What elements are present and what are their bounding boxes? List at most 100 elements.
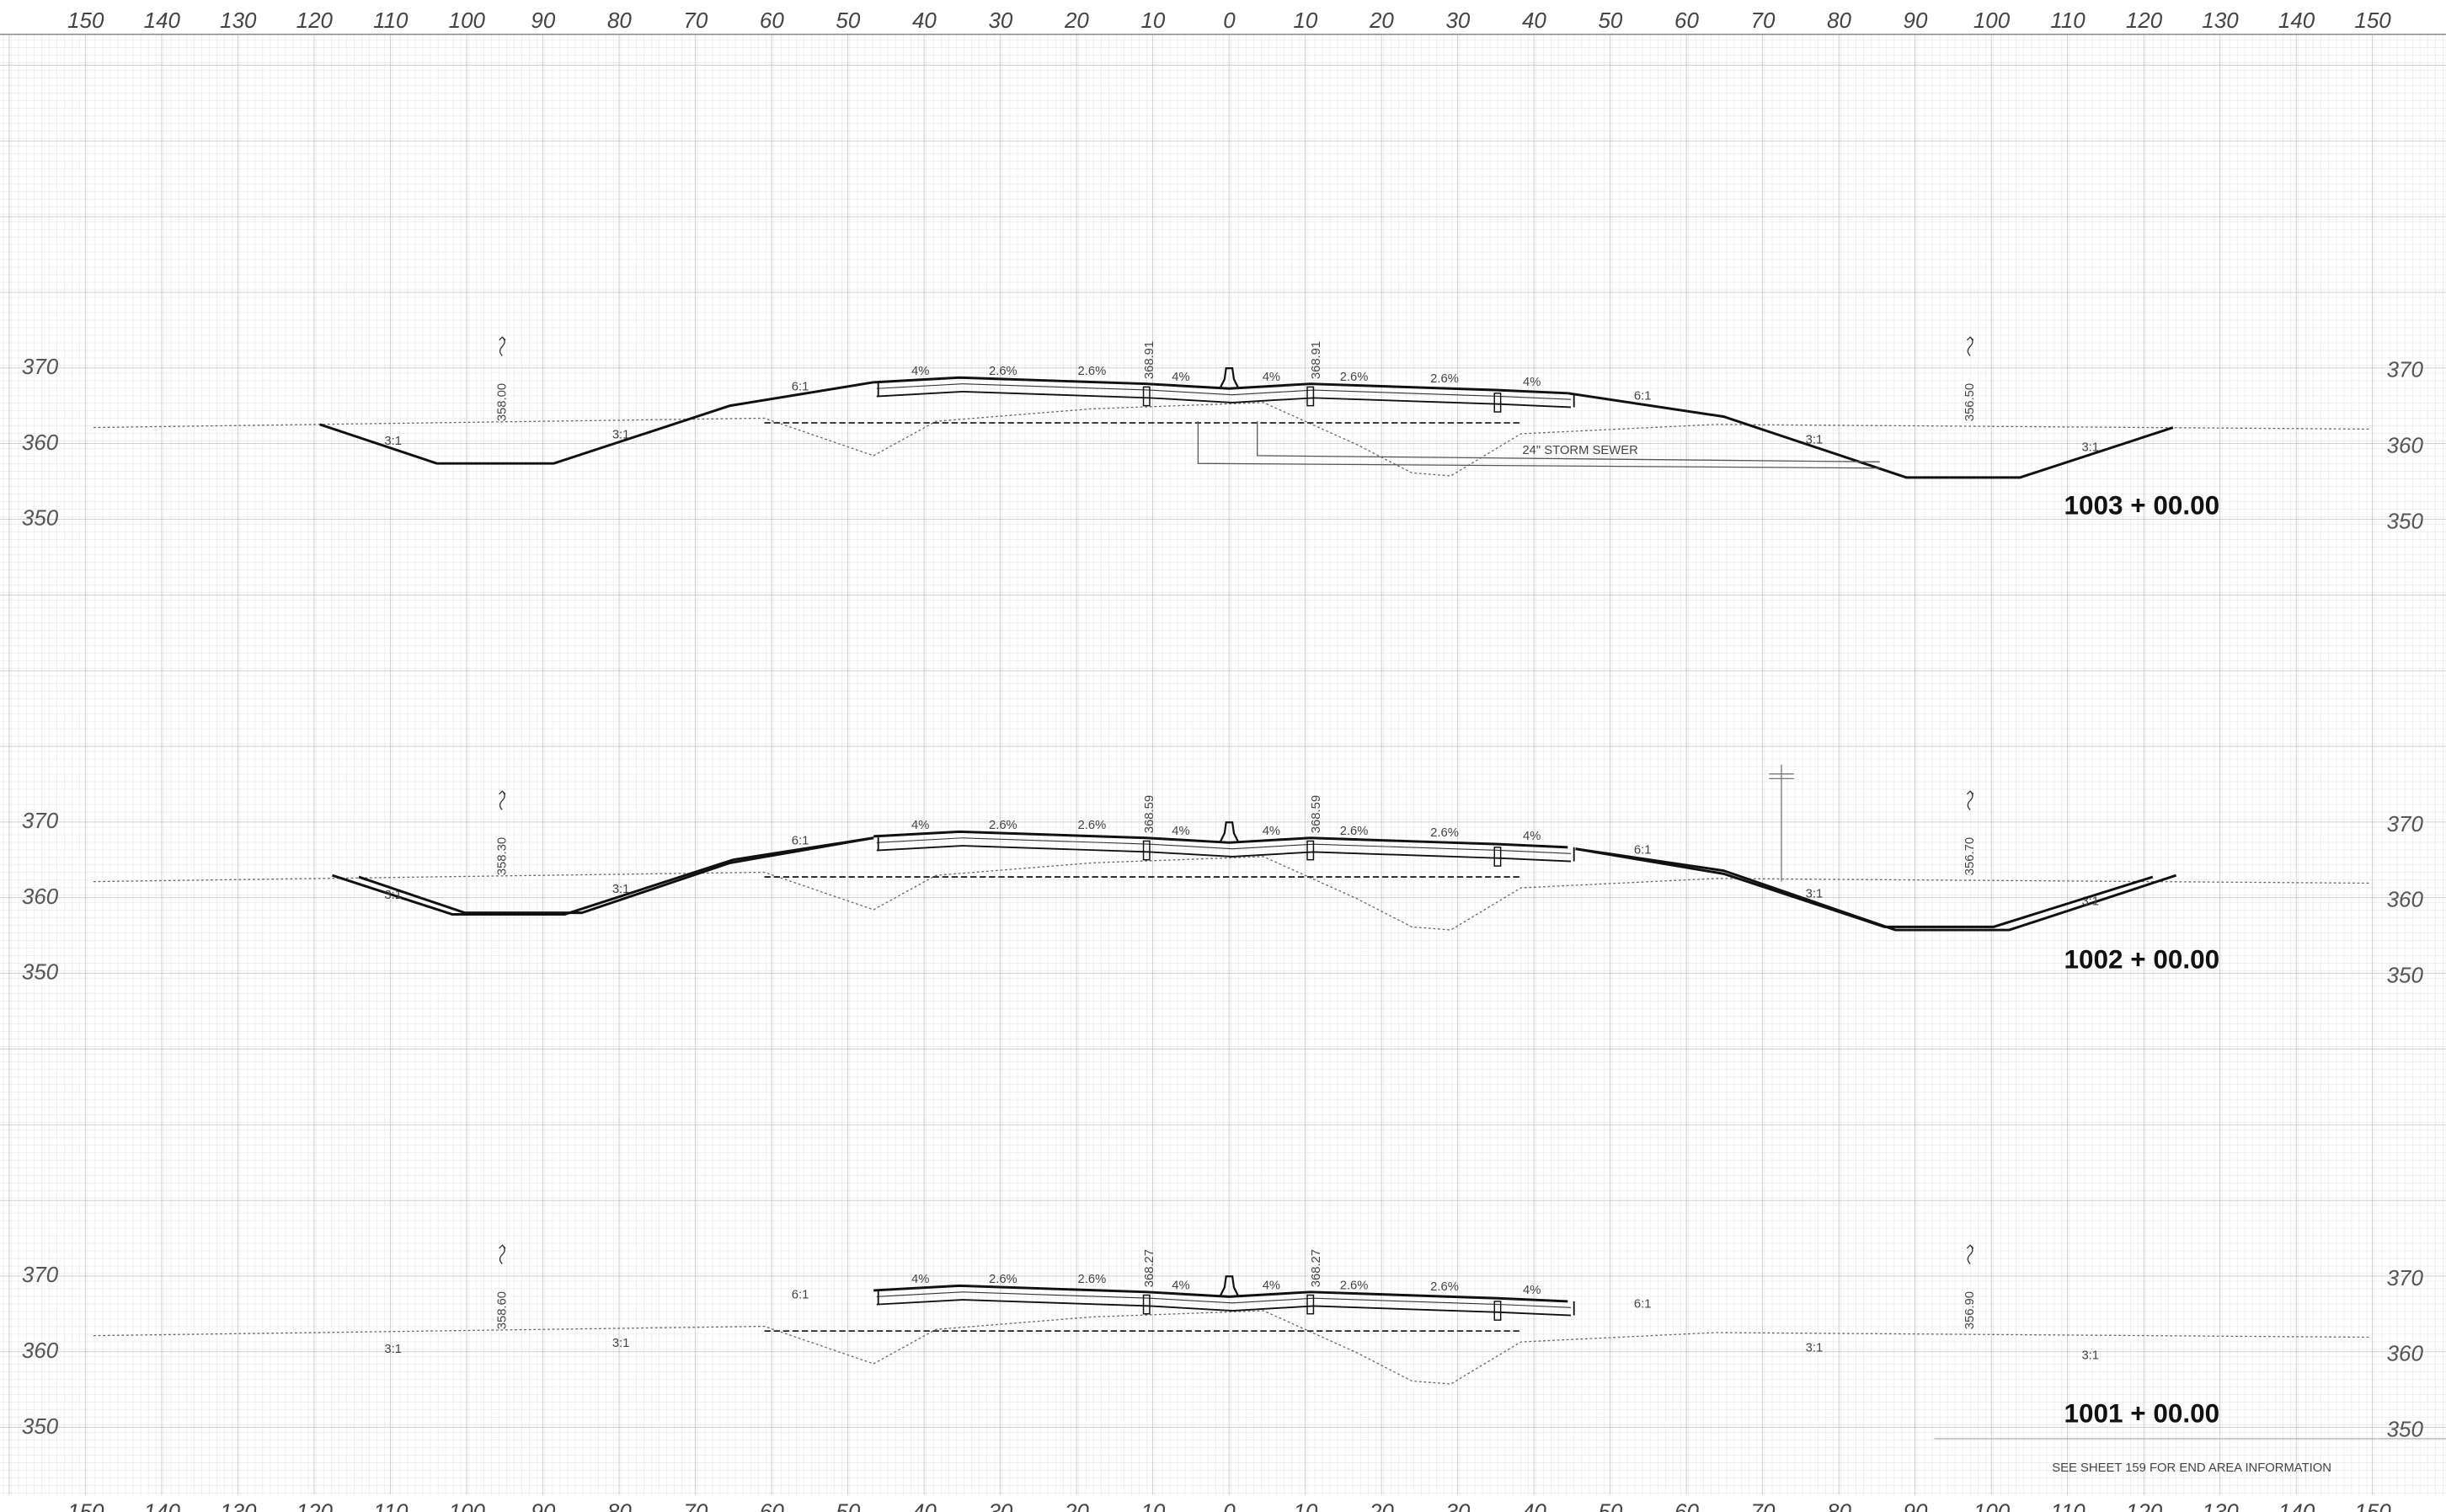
scale-label: 10 [1293,9,1317,33]
elevation-arrow [499,1244,506,1264]
slope-label: 6:1 [792,1288,809,1301]
joint [1306,386,1315,407]
pavement-top [873,376,1568,395]
storm-sewer-label: 24" STORM SEWER [1522,444,1637,457]
scale-label: 120 [296,9,334,33]
elevation-label: 360 [22,1339,59,1363]
scale-label: 100 [449,1501,486,1512]
ditch-elevation: 358.30 [495,837,509,875]
elevation-label: 350 [2387,510,2424,533]
scale-label: 50 [1599,9,1623,33]
scale-label: 70 [1751,1501,1776,1512]
slope-label: 3:1 [1806,1341,1824,1354]
slope-label: 3:1 [384,435,402,448]
slope-label: 2.6% [1340,1279,1369,1292]
slope-label: 3:1 [1806,887,1824,900]
slope-label: 4% [1263,1279,1280,1292]
slope-label: 3:1 [2081,1349,2099,1363]
slope-label: 2.6% [1430,826,1459,840]
joint [1493,847,1502,867]
scale-label: 140 [144,1501,181,1512]
scale-label: 60 [760,1501,784,1512]
median-barrier [1219,367,1240,389]
slope-label: 3:1 [612,883,630,896]
slope-label: 4% [1263,371,1280,384]
scale-label: 150 [2354,9,2391,33]
slope-label: 4% [1263,825,1280,838]
scale-label: 60 [760,9,784,33]
elevation-label: 350 [22,961,59,985]
scale-label: 130 [2202,1501,2239,1512]
scale-label: 120 [296,1501,334,1512]
scale-label: 50 [1599,1501,1623,1512]
scale-label: 0 [1223,1501,1236,1512]
scale-label: 90 [531,1501,555,1512]
centerline-elevation: 368.59 [1143,795,1156,833]
ditch-elevation: 356.90 [1963,1291,1977,1329]
pavement-top [873,830,1568,849]
scale-label: 100 [449,9,486,33]
slope-label: 2.6% [1340,371,1369,384]
slope-label: 4% [1172,825,1189,838]
scale-label: 70 [683,1501,708,1512]
scale-label: 20 [1064,9,1089,33]
elevation-arrow [1966,1244,1974,1264]
elevation-label: 370 [22,1264,59,1287]
slope-label: 6:1 [1634,843,1652,857]
scale-label: 140 [2278,1501,2315,1512]
elevation-label: 370 [2387,359,2424,382]
slope-label: 6:1 [792,380,809,393]
scale-label: 70 [683,9,708,33]
elevation-arrow [1966,790,1974,810]
slope-label: 6:1 [1634,389,1652,403]
joint [1142,386,1151,407]
joint [1306,1294,1315,1315]
elevation-label: 360 [22,431,59,455]
scale-label: 10 [1293,1501,1317,1512]
profile [1575,847,2154,928]
scale-label: 90 [1904,9,1928,33]
elevation-label: 370 [2387,813,2424,836]
scale-band-bottom [0,1494,2446,1512]
ditch-elevation: 356.50 [1963,383,1977,421]
scale-label: 110 [373,9,409,33]
centerline-elevation: 368.27 [1143,1249,1156,1287]
slope-label: 2.6% [1078,819,1107,832]
joint [1493,1301,1502,1321]
slope-label: 6:1 [1634,1298,1652,1312]
storm-sewer [1257,421,1880,462]
slope-label: 2.6% [1078,365,1107,378]
pavement-top [873,1284,1568,1303]
scale-label: 50 [836,9,860,33]
slope-label: 2.6% [1430,372,1459,386]
slope-label: 4% [911,365,929,378]
scale-label: 10 [1140,1501,1165,1512]
slope-label: 3:1 [384,1343,402,1356]
profile [1575,847,2177,932]
scale-label: 110 [2050,9,2086,33]
scale-label: 150 [67,9,104,33]
scale-label: 80 [607,1501,632,1512]
profile [332,836,874,916]
elevation-label: 360 [2387,1343,2424,1366]
scale-label: 30 [988,9,1012,33]
slope-label: 4% [911,1273,929,1286]
elevation-label: 350 [2387,964,2424,987]
slope-label: 2.6% [1430,1280,1459,1294]
joint [1306,840,1315,861]
elevation-label: 350 [22,1415,59,1439]
slope-label: 3:1 [1806,433,1824,446]
ditch-elevation: 358.00 [495,383,509,421]
centerline-elevation: 368.91 [1310,341,1323,379]
elevation-label: 350 [22,507,59,531]
elevation-arrow [499,790,506,810]
scale-label: 100 [1973,1501,2011,1512]
slope-label: 4% [1172,1279,1189,1292]
median-barrier [1219,821,1240,843]
elevation-label: 370 [22,809,59,833]
footnote: SEE SHEET 159 FOR END AREA INFORMATION [2052,1461,2331,1475]
elevation-arrow [499,336,506,356]
